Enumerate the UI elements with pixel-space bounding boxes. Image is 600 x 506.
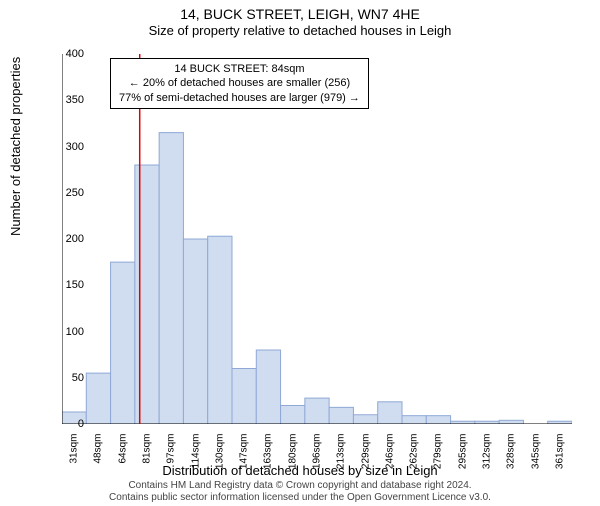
copyright-line-2: Contains public sector information licen…: [0, 492, 600, 504]
copyright-text: Contains HM Land Registry data © Crown c…: [0, 480, 600, 504]
y-tick: 100: [44, 326, 84, 338]
y-tick: 200: [44, 233, 84, 245]
histogram-plot: [62, 54, 572, 424]
y-axis-label: Number of detached properties: [8, 57, 23, 236]
annotation-line-2: ← 20% of detached houses are smaller (25…: [119, 76, 360, 90]
x-axis-label: Distribution of detached houses by size …: [0, 463, 600, 478]
page-title: 14, BUCK STREET, LEIGH, WN7 4HE: [0, 6, 600, 22]
y-tick: 0: [44, 418, 84, 430]
y-tick: 300: [44, 141, 84, 153]
chart-area: 14 BUCK STREET: 84sqm ← 20% of detached …: [62, 54, 572, 424]
y-tick: 350: [44, 94, 84, 106]
annotation-box: 14 BUCK STREET: 84sqm ← 20% of detached …: [110, 58, 369, 109]
copyright-line-1: Contains HM Land Registry data © Crown c…: [0, 480, 600, 492]
annotation-line-3: 77% of semi-detached houses are larger (…: [119, 91, 360, 105]
page-subtitle: Size of property relative to detached ho…: [0, 23, 600, 38]
y-tick: 400: [44, 48, 84, 60]
annotation-line-1: 14 BUCK STREET: 84sqm: [119, 62, 360, 76]
y-tick: 250: [44, 187, 84, 199]
y-tick: 50: [44, 372, 84, 384]
y-tick: 150: [44, 279, 84, 291]
